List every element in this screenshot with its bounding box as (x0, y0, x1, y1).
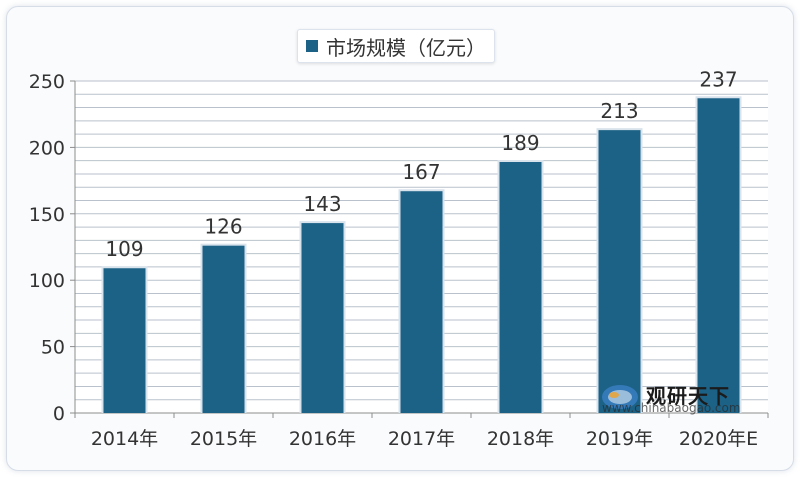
bar (697, 98, 740, 413)
watermark-name: 观研天下 (646, 384, 730, 408)
watermark-url: www.chinabaogao.com (602, 401, 741, 415)
data-label: 237 (699, 67, 737, 91)
x-tick-label: 2017年 (388, 428, 455, 450)
x-tick-label: 2020年E (679, 428, 758, 450)
x-tick-label: 2019年 (586, 428, 653, 450)
y-tick-label: 0 (53, 403, 65, 425)
data-label: 213 (600, 99, 638, 123)
data-label: 143 (303, 192, 341, 216)
data-label: 189 (501, 131, 539, 155)
bar (499, 162, 542, 413)
y-tick-label: 250 (29, 71, 65, 93)
bar (202, 245, 245, 413)
legend-label: 市场规模（亿元） (326, 35, 486, 60)
bar (301, 223, 344, 413)
x-tick-label: 2016年 (289, 428, 356, 450)
y-tick-label: 150 (29, 204, 65, 226)
watermark: 观研天下 www.chinabaogao.com (600, 380, 770, 415)
bar (400, 191, 443, 413)
bar (598, 130, 641, 414)
legend: 市场规模（亿元） (297, 29, 495, 63)
bar (103, 268, 146, 413)
x-tick-label: 2018年 (487, 428, 554, 450)
x-tick-label: 2014年 (91, 428, 158, 450)
y-tick-label: 50 (41, 337, 65, 359)
legend-swatch (306, 40, 318, 52)
y-tick-label: 200 (29, 137, 65, 159)
x-tick-label: 2015年 (190, 428, 257, 450)
data-label: 109 (105, 237, 143, 261)
data-label: 126 (204, 215, 242, 239)
watermark-logo-icon (602, 385, 638, 409)
y-tick-label: 100 (29, 270, 65, 292)
data-label: 167 (402, 160, 440, 184)
